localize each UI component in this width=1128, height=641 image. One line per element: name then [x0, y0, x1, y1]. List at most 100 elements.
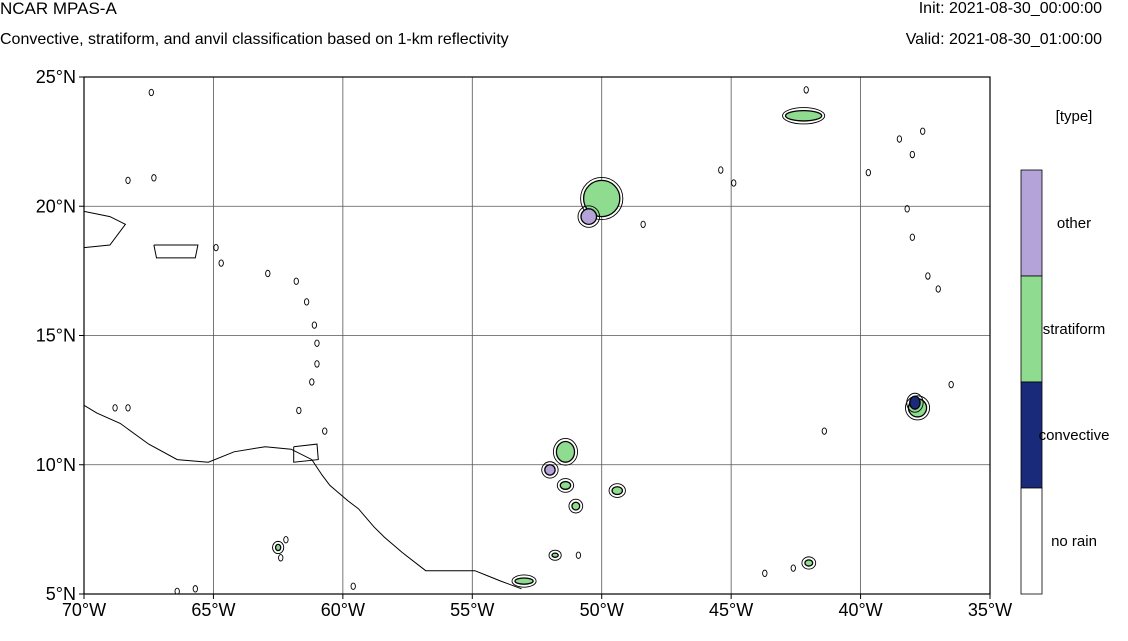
precip-cell-stratiform [274, 543, 282, 552]
precip-cell-outline [782, 107, 826, 125]
precip-cell-outline [272, 540, 285, 555]
island-outline [213, 243, 219, 252]
lat-tick-label: 10°N [36, 455, 76, 475]
legend-swatch [1020, 275, 1043, 383]
precip-cell-stratiform [571, 501, 581, 511]
lon-tick-label: 35°W [968, 600, 1012, 620]
lat-tick-label: 15°N [36, 326, 76, 346]
island-outline [322, 427, 328, 435]
island-outline [309, 378, 315, 386]
precip-cell-convective [909, 395, 921, 410]
gridlines [84, 77, 990, 594]
island-outline [575, 551, 582, 559]
island-outline [151, 174, 157, 182]
precip-cell-outline [568, 498, 584, 514]
island-outline [909, 233, 915, 241]
precip-cell-other [544, 464, 556, 476]
precip-cell-stratiform [582, 179, 621, 218]
lat-tick-label: 25°N [36, 67, 76, 87]
island-outline [821, 427, 827, 435]
precip-cell-outline [556, 478, 575, 493]
precip-cell-outline [577, 205, 600, 228]
coastlines [84, 86, 954, 594]
lon-tick-label: 40°W [838, 600, 882, 620]
island-outline [192, 585, 198, 593]
island-outline [718, 166, 724, 174]
lon-tick-label: 55°W [450, 600, 494, 620]
coastline-south-america-coast [84, 404, 522, 590]
island-outline [112, 404, 118, 412]
precip-cell-stratiform [551, 552, 559, 558]
precip-cell-outline [552, 438, 578, 466]
island-outline [125, 404, 131, 412]
island-outline [125, 176, 131, 185]
init-time: Init: 2021-08-30_00:00:00 [918, 0, 1102, 17]
precip-cell-outline [905, 395, 931, 421]
lon-tick-label: 65°W [191, 600, 235, 620]
island-outline [762, 569, 768, 577]
legend-label: other [1057, 215, 1091, 232]
island-outline [314, 360, 320, 368]
coastline-trinidad [293, 443, 319, 463]
precip-cell-stratiform [804, 559, 814, 567]
map-subtitle: Convective, stratiform, and anvil classi… [0, 31, 509, 48]
precip-cell-outline [580, 176, 624, 221]
lat-tick-label: 5°N [46, 584, 76, 604]
island-outline [790, 564, 796, 572]
island-outline [174, 587, 180, 594]
island-outline [148, 88, 154, 97]
precip-cell-stratiform [555, 440, 576, 463]
island-outline [909, 150, 915, 159]
island-outline [350, 582, 356, 590]
island-outline [296, 406, 302, 415]
legend-label: no rain [1051, 533, 1097, 550]
precip-cell-outline [906, 392, 924, 413]
precip-cell-outline [511, 574, 537, 588]
precip-cell-outline [801, 556, 817, 570]
lon-tick-label: 50°W [580, 600, 624, 620]
lon-tick-label: 60°W [321, 600, 365, 620]
legend-label: stratiform [1043, 321, 1106, 338]
precip-cell-stratiform [611, 486, 624, 496]
precip-cells [272, 107, 931, 588]
island-outline [896, 135, 903, 143]
island-outline [865, 168, 871, 177]
precip-cell-stratiform [514, 577, 534, 585]
coastline-puerto-rico [153, 244, 199, 259]
lon-tick-label: 45°W [709, 600, 753, 620]
island-outline [948, 380, 954, 389]
legend-swatch [1020, 169, 1043, 277]
island-outline [278, 554, 284, 562]
valid-time: Valid: 2021-08-30_01:00:00 [905, 31, 1102, 48]
lon-tick-label: 70°W [62, 600, 106, 620]
map-title: NCAR MPAS-A [0, 0, 117, 18]
island-outline [731, 179, 737, 187]
island-outline [803, 86, 809, 94]
coastline-hispaniola [84, 210, 127, 249]
legend-swatch [1020, 487, 1043, 595]
lat-tick-label: 20°N [36, 196, 76, 216]
island-outline [303, 298, 310, 306]
precip-cell-other [580, 208, 598, 225]
island-outline [935, 285, 941, 293]
legend: [type] other stratiform convective no rain [1020, 108, 1110, 595]
island-outline [920, 127, 926, 135]
precip-cell-outline [608, 483, 626, 498]
island-outline [218, 259, 224, 267]
island-outline [640, 220, 646, 228]
axis-ticks: 70°W 65°W 60°W 55°W 50°W 45°W 40°W 35°W 25°N 20°N… [36, 67, 1012, 620]
island-outline [314, 339, 320, 347]
precip-cell-stratiform [784, 109, 823, 122]
island-outline [311, 321, 318, 329]
island-outline [904, 205, 910, 213]
island-outline [293, 277, 299, 285]
island-outline [265, 269, 271, 278]
precip-cell-outline [541, 461, 559, 479]
precip-cell-outline [548, 549, 562, 561]
legend-title: [type] [1056, 108, 1093, 125]
island-outline [925, 272, 931, 280]
island-outline [283, 536, 289, 544]
legend-label: convective [1039, 427, 1110, 444]
precip-cell-stratiform [559, 480, 572, 490]
